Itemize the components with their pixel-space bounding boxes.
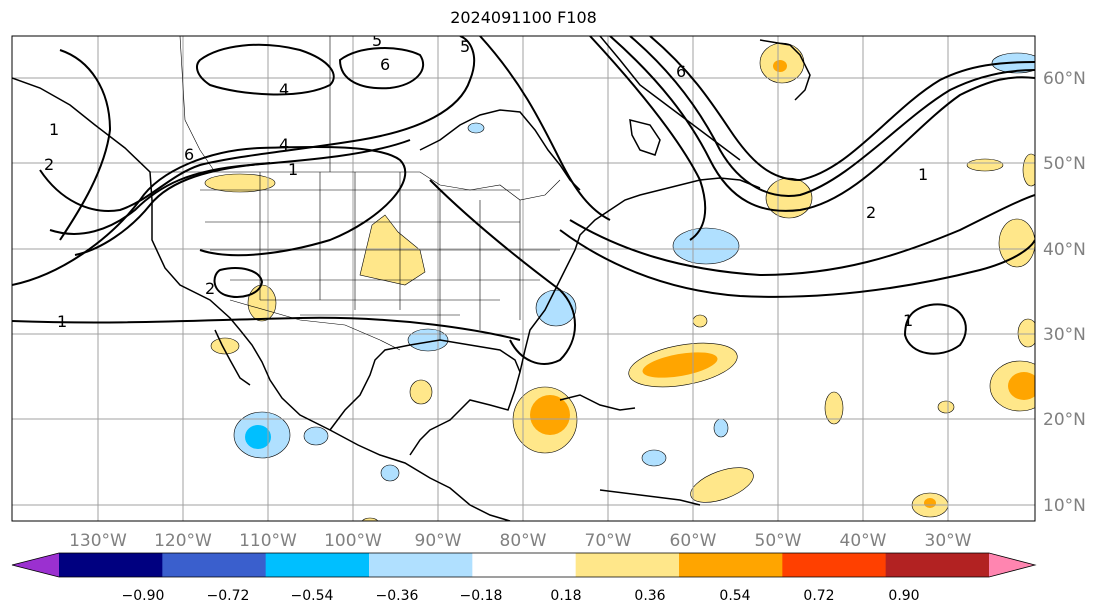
anomaly-warm-region <box>361 517 379 521</box>
contour-label: 1 <box>918 165 928 184</box>
colorbar-tick-label: 0.90 <box>888 588 919 604</box>
contour-label: 2 <box>866 203 876 222</box>
colorbar-tick-label: 0.36 <box>634 588 665 604</box>
colorbar-tick-label: −0.18 <box>460 588 503 604</box>
anomaly-shading <box>204 42 1035 521</box>
latitude-label: 10°N <box>1043 496 1086 516</box>
contour-label: 6 <box>676 62 686 81</box>
contour-label: 6 <box>184 145 194 164</box>
colorbar-tick-label: −0.54 <box>291 588 334 604</box>
contour-label: 2 <box>44 155 54 174</box>
map-border <box>11 35 1036 522</box>
colorbar-tick-label: −0.72 <box>207 588 250 604</box>
colorbar-outline <box>11 552 1037 578</box>
colorbar-tick-label: −0.90 <box>122 588 165 604</box>
contour-label: 1 <box>903 311 913 330</box>
colorbar-segment <box>162 553 267 577</box>
latitude-label: 20°N <box>1043 410 1086 430</box>
anomaly-warm-region <box>210 337 240 355</box>
anomaly-cool-region <box>245 425 271 449</box>
anomaly-warm-region <box>690 467 754 503</box>
anomaly-cool-region <box>467 122 485 134</box>
contour-label: 4 <box>279 80 289 99</box>
anomaly-strong-warm-region <box>530 395 570 435</box>
longitude-label: 50°W <box>755 531 802 551</box>
longitude-label: 30°W <box>925 531 972 551</box>
colorbar-tick-label: −0.36 <box>376 588 419 604</box>
colorbar-segment <box>369 553 473 577</box>
anomaly-warm-region <box>692 314 708 328</box>
colorbar-tick-label: 0.54 <box>719 588 750 604</box>
colorbar <box>11 552 1037 578</box>
colorbar-extend-high <box>989 553 1035 577</box>
latitude-label: 50°N <box>1043 154 1086 174</box>
contour-label: 4 <box>279 135 289 154</box>
colorbar-segment <box>265 553 370 577</box>
anomaly-warm-region <box>204 173 276 193</box>
anomaly-warm-region <box>247 284 277 322</box>
longitude-axis: 130°W 120°W 110°W 100°W 90°W 80°W 70°W 6… <box>69 531 972 551</box>
map-panel: 1 2 4 6 1 4 5 6 5 6 2 1 1 2 1 <box>12 31 1035 521</box>
anomaly-warm-region <box>409 379 433 405</box>
colorbar-extend-low <box>12 553 59 577</box>
longitude-label: 130°W <box>69 531 127 551</box>
anomaly-warm-region <box>966 158 1004 172</box>
anomaly-strong-warm-region <box>924 498 936 508</box>
colorbar-segment <box>472 553 577 577</box>
anomaly-cool-region <box>535 289 577 327</box>
anomaly-cool-region <box>303 426 329 446</box>
colorbar-segment <box>575 553 680 577</box>
latitude-label: 40°N <box>1043 240 1086 260</box>
anomaly-warm-region <box>937 400 955 414</box>
longitude-label: 110°W <box>239 531 297 551</box>
political-borders <box>150 36 561 351</box>
longitude-label: 90°W <box>415 531 462 551</box>
latitude-axis: 60°N 50°N 40°N 30°N 20°N 10°N <box>1043 69 1086 516</box>
longitude-label: 120°W <box>154 531 212 551</box>
colorbar-tick-label: 0.18 <box>550 588 581 604</box>
longitude-label: 100°W <box>324 531 382 551</box>
anomaly-strong-warm-region <box>642 352 718 378</box>
contour-label: 1 <box>49 120 59 139</box>
longitude-label: 60°W <box>670 531 717 551</box>
contour-label: 6 <box>380 55 390 74</box>
anomaly-warm-region <box>1017 318 1035 348</box>
colorbar-segment <box>679 553 783 577</box>
latitude-label: 30°N <box>1043 325 1086 345</box>
anomaly-strong-warm-region <box>773 60 787 72</box>
anomaly-cool-region <box>672 227 740 265</box>
anomaly-cool-region <box>641 449 667 467</box>
longitude-label: 70°W <box>585 531 632 551</box>
anomaly-warm-region <box>824 391 844 425</box>
anomaly-cool-region <box>713 418 729 438</box>
anomaly-warm-region <box>998 218 1035 268</box>
contour-label: 5 <box>372 31 382 50</box>
longitude-label: 80°W <box>500 531 547 551</box>
height-contours <box>12 36 1035 365</box>
contour-label: 5 <box>460 37 470 56</box>
colorbar-segment <box>59 553 163 577</box>
colorbar-tick-label: 0.72 <box>803 588 834 604</box>
colorbar-segment <box>885 553 990 577</box>
anomaly-warm-region <box>1022 153 1035 187</box>
contour-label: 1 <box>288 160 298 179</box>
anomaly-strong-warm-region <box>1008 372 1035 400</box>
contour-label: 2 <box>205 279 215 298</box>
colorbar-segment <box>782 553 887 577</box>
anomaly-cool-region <box>380 464 400 482</box>
latitude-label: 60°N <box>1043 69 1086 89</box>
map-title: 2024091100 F108 <box>450 8 597 27</box>
contour-label: 1 <box>57 312 67 331</box>
longitude-label: 40°W <box>840 531 887 551</box>
contour-label-group: 1 2 4 6 1 4 5 6 5 6 2 1 1 2 1 <box>44 31 928 331</box>
colorbar-tick-labels: −0.90 −0.72 −0.54 −0.36 −0.18 0.18 0.36 … <box>122 588 920 604</box>
anomaly-warm-region <box>765 177 813 219</box>
